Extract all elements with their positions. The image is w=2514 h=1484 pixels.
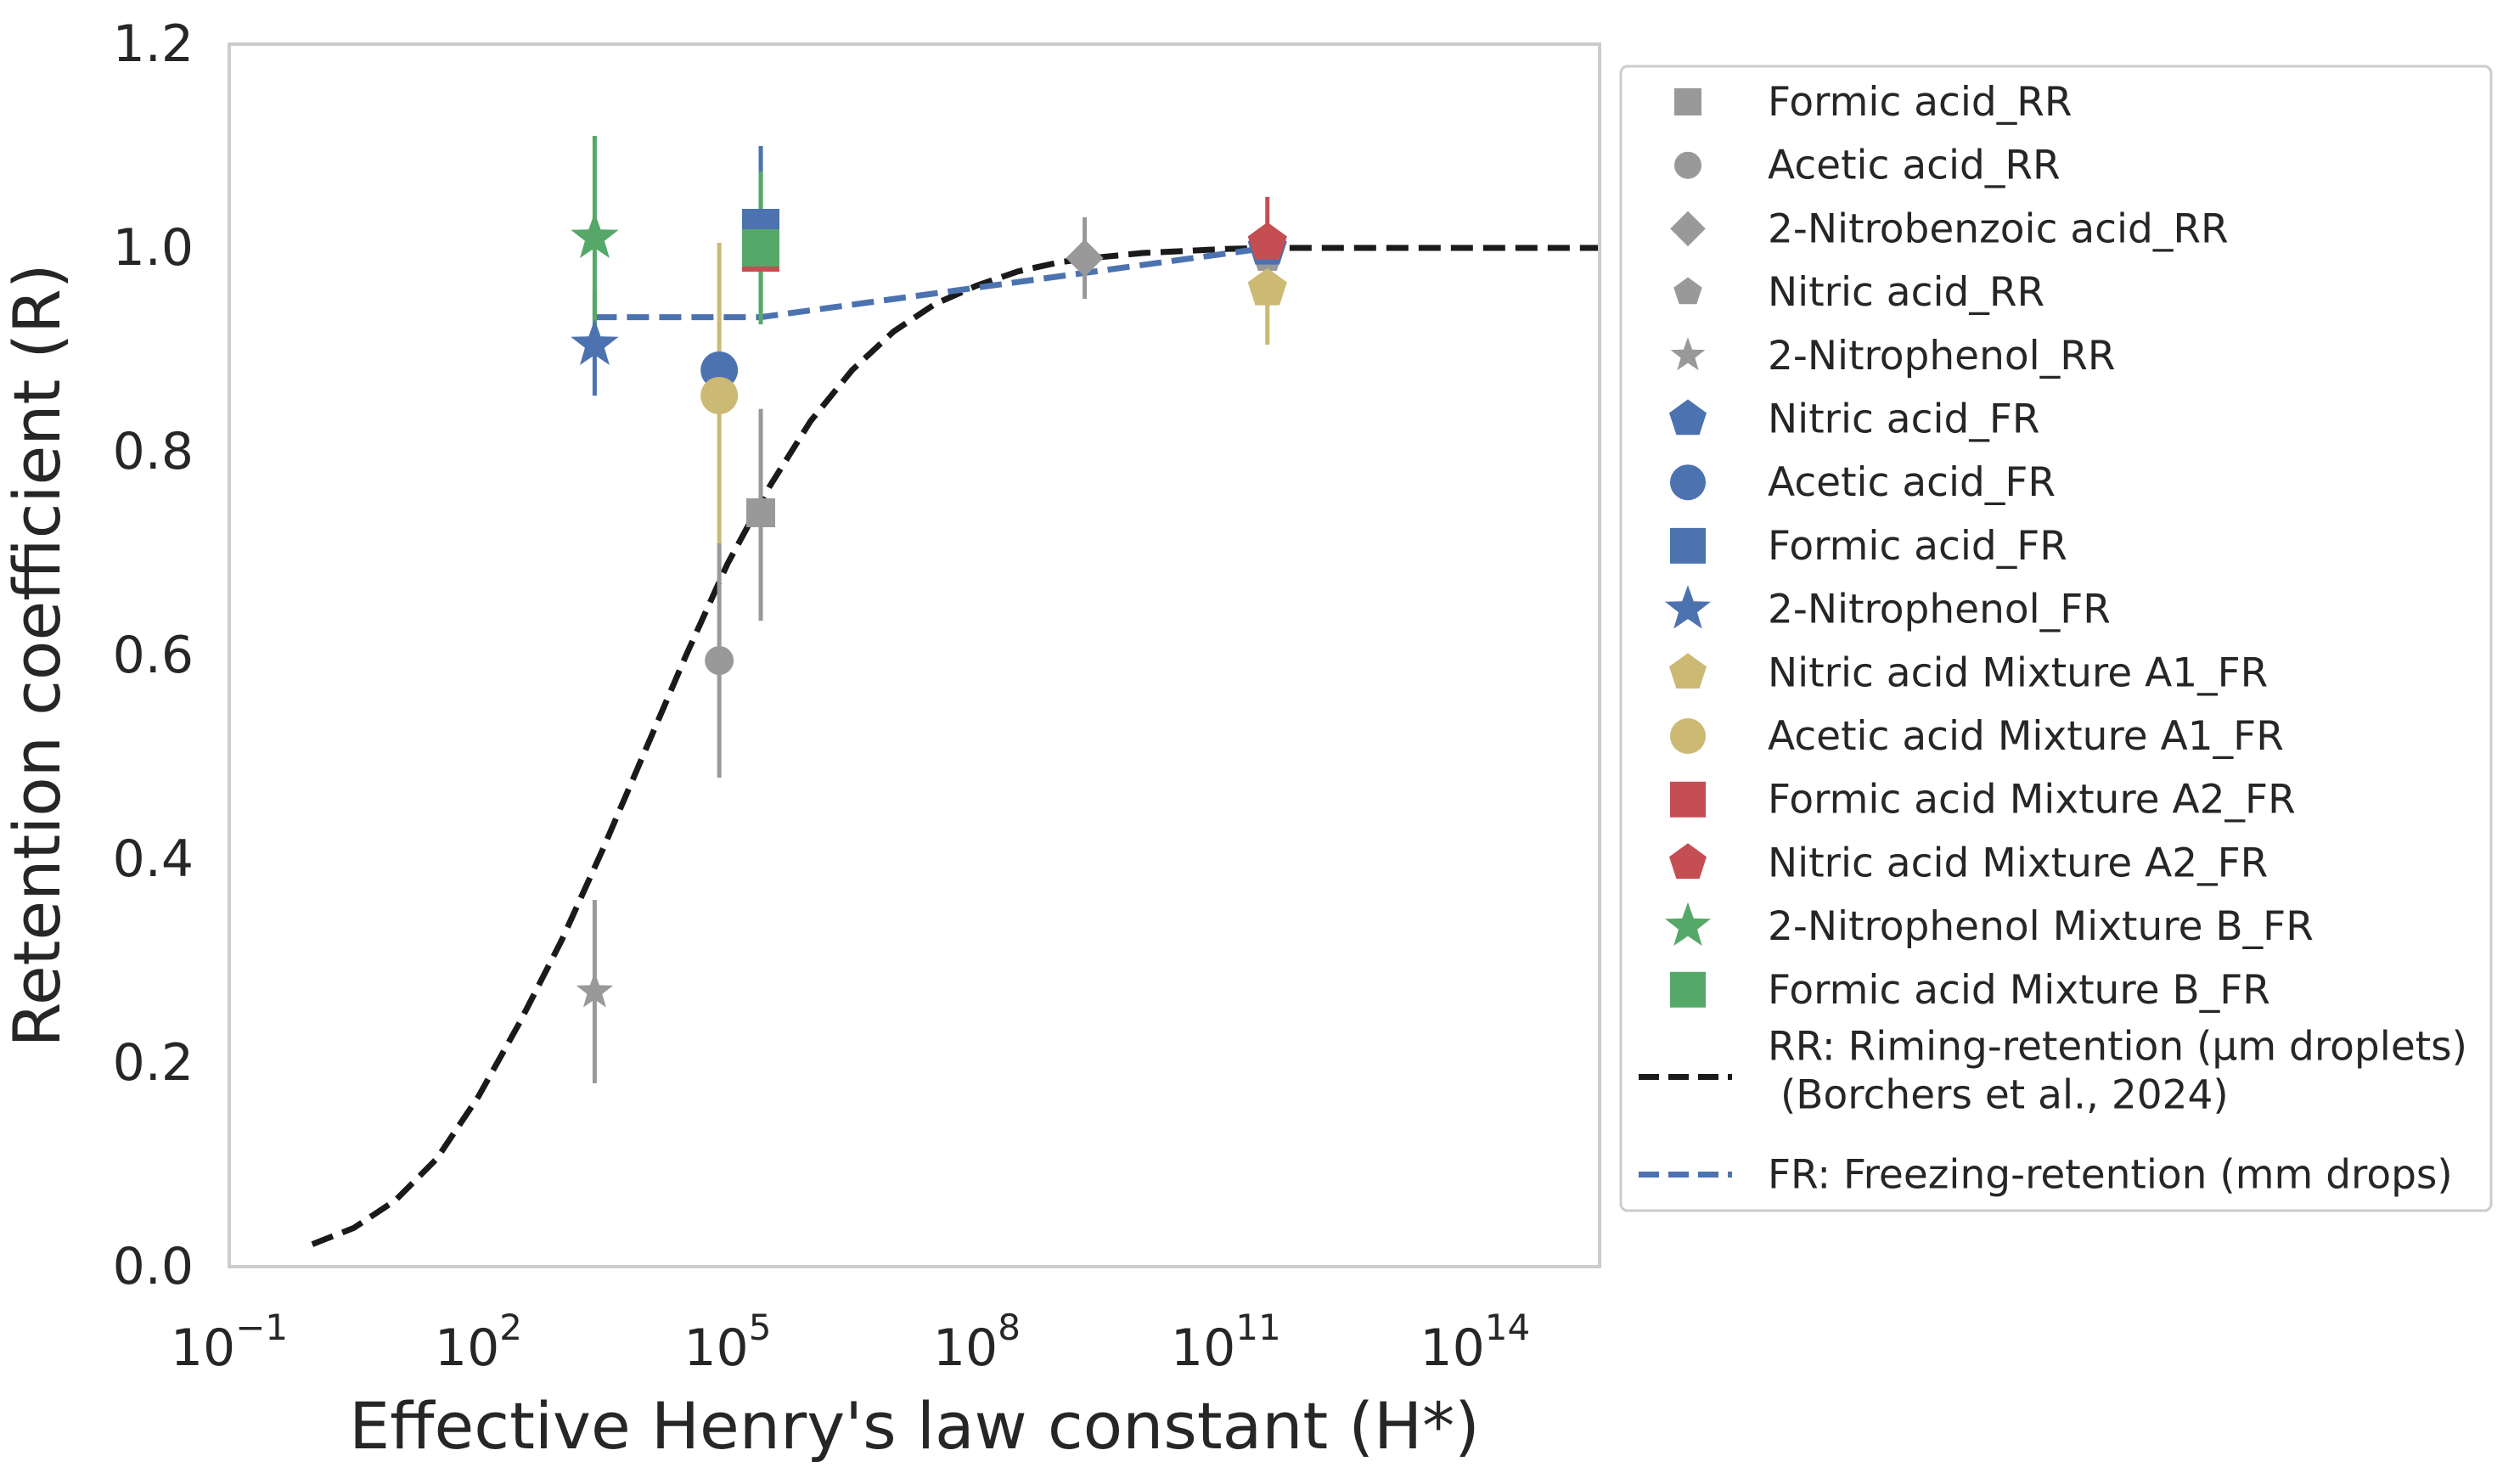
legend-item: Acetic acid_FR [1670,459,2056,506]
point-formic-acid-mixture-b-fr [742,229,779,267]
x-axis-label: Effective Henry's law constant (H*) [349,1388,1480,1464]
legend: Formic acid_RR Acetic acid_RR 2-Nitrobenzo… [1619,65,2493,1212]
legend-label: Formic acid Mixture B_FR [1768,967,2270,1014]
legend-label: Nitric acid_FR [1768,396,2040,443]
legend-label: 2-Nitrophenol Mixture B_FR [1768,903,2314,950]
legend-marker-formic-acid-mixture-a2-fr [1670,781,1706,818]
point-2-nitrobenzoic-acid-rr [1066,239,1104,278]
data-points [571,209,1287,1008]
legend-label: Nitric acid Mixture A2_FR [1768,840,2268,886]
y-tick-label: 0.6 [113,626,194,685]
x-tick-label: 1011 [1171,1307,1281,1378]
legend-item: 2-Nitrophenol_RR [1670,333,2116,379]
legend-label: FR: Freezing-retention (mm drops) [1768,1152,2453,1199]
legend-marker-nitric-acid-rr [1673,277,1702,305]
legend-marker-acetic-acid-fr [1670,464,1706,501]
riming-retention-curve [311,245,1600,1247]
y-axis-label: Retention coefficient (R) [0,263,75,1047]
legend-item: Formic acid Mixture B_FR [1670,967,2270,1014]
point-nitric-acid-mixture-a2-fr [1247,222,1287,260]
legend-item: 2-Nitrophenol Mixture B_FR [1665,902,2314,950]
legend-item: Nitric acid_RR [1673,269,2044,316]
point-nitric-acid-mixture-a1-fr [1247,267,1287,306]
x-tick-label: 10−1 [171,1307,288,1378]
plot-area [228,42,1601,1268]
legend-marker-2-nitrophenol-rr [1670,337,1706,371]
legend-label: Acetic acid_FR [1768,459,2056,506]
legend-label: Nitric acid Mixture A1_FR [1768,649,2268,696]
legend-marker-2-nitrophenol-fr [1665,585,1711,629]
legend-item: FR: Freezing-retention (mm drops) [1639,1152,2453,1199]
y-tick-label: 0.2 [113,1033,194,1093]
point-2-nitrophenol-rr [576,972,614,1008]
x-tick-label: 102 [435,1307,522,1378]
y-tick-label: 0.4 [113,829,194,889]
legend-item: Formic acid Mixture A2_FR [1670,777,2296,824]
legend-label: Nitric acid_RR [1768,269,2044,316]
legend-item: Nitric acid Mixture A1_FR [1669,649,2268,696]
legend-item: Acetic acid Mixture A1_FR [1670,713,2284,760]
legend-item: RR: Riming-retention (μm droplets) (Borc… [1639,1024,2467,1119]
legend-label: Formic acid_RR [1768,79,2073,126]
legend-label: Formic acid Mixture A2_FR [1768,777,2296,824]
legend-item: Acetic acid_RR [1674,143,2061,189]
legend-label: 2-Nitrophenol_RR [1768,333,2116,379]
point-formic-acid-rr [746,498,775,527]
legend-marker-nitric-acid-mixture-a1-fr [1669,653,1707,689]
legend-label: Formic acid_FR [1768,523,2067,570]
legend-marker-2-nitrobenzoic-acid-rr [1670,211,1706,247]
legend-label: Acetic acid_RR [1768,143,2061,189]
legend-item: Nitric acid_FR [1669,396,2040,443]
legend-label: RR: Riming-retention (μm droplets) (Borc… [1768,1024,2467,1119]
legend-item: Formic acid_FR [1670,523,2067,570]
x-axis-tick-labels: 10−1 102 105 108 1011 1014 [171,1307,1530,1378]
legend-marker-nitric-acid-fr [1669,399,1707,436]
point-acetic-acid-mixture-a1-fr [700,377,739,414]
legend-marker-nitric-acid-mixture-a2-fr [1669,843,1707,880]
legend-label: 2-Nitrophenol_FR [1768,587,2111,633]
point-2-nitrophenol-fr [571,319,619,365]
legend-marker-acetic-acid-mixture-a1-fr [1670,718,1706,754]
plot-frame [228,42,1601,1268]
legend-label: Acetic acid Mixture A1_FR [1768,713,2284,760]
x-tick-label: 1014 [1420,1307,1530,1378]
point-2-nitrophenol-mixture-b-fr [571,212,619,258]
legend-item: Nitric acid Mixture A2_FR [1669,840,2268,886]
x-tick-label: 105 [683,1307,771,1378]
y-axis-tick-labels: 0.0 0.2 0.4 0.6 0.8 1.0 1.2 [113,14,194,1296]
legend-label: 2-Nitrobenzoic acid_RR [1768,205,2229,252]
legend-marker-formic-acid-mixture-b-fr [1670,971,1706,1008]
y-tick-label: 1.0 [113,218,194,278]
legend-item: Formic acid_RR [1674,79,2073,126]
legend-item: 2-Nitrophenol_FR [1665,585,2111,633]
y-tick-label: 0.8 [113,422,194,481]
legend-marker-acetic-acid-rr [1674,151,1701,179]
legend-marker-formic-acid-rr [1674,88,1701,115]
legend-marker-2-nitrophenol-mixture-b-fr [1665,902,1711,946]
point-acetic-acid-rr [705,646,734,675]
legend-marker-formic-acid-fr [1670,527,1706,564]
legend-item: 2-Nitrobenzoic acid_RR [1670,205,2229,252]
legend-frame [1619,65,2493,1212]
x-tick-label: 108 [933,1307,1021,1378]
y-tick-label: 0.0 [113,1237,194,1296]
y-tick-label: 1.2 [113,14,194,74]
